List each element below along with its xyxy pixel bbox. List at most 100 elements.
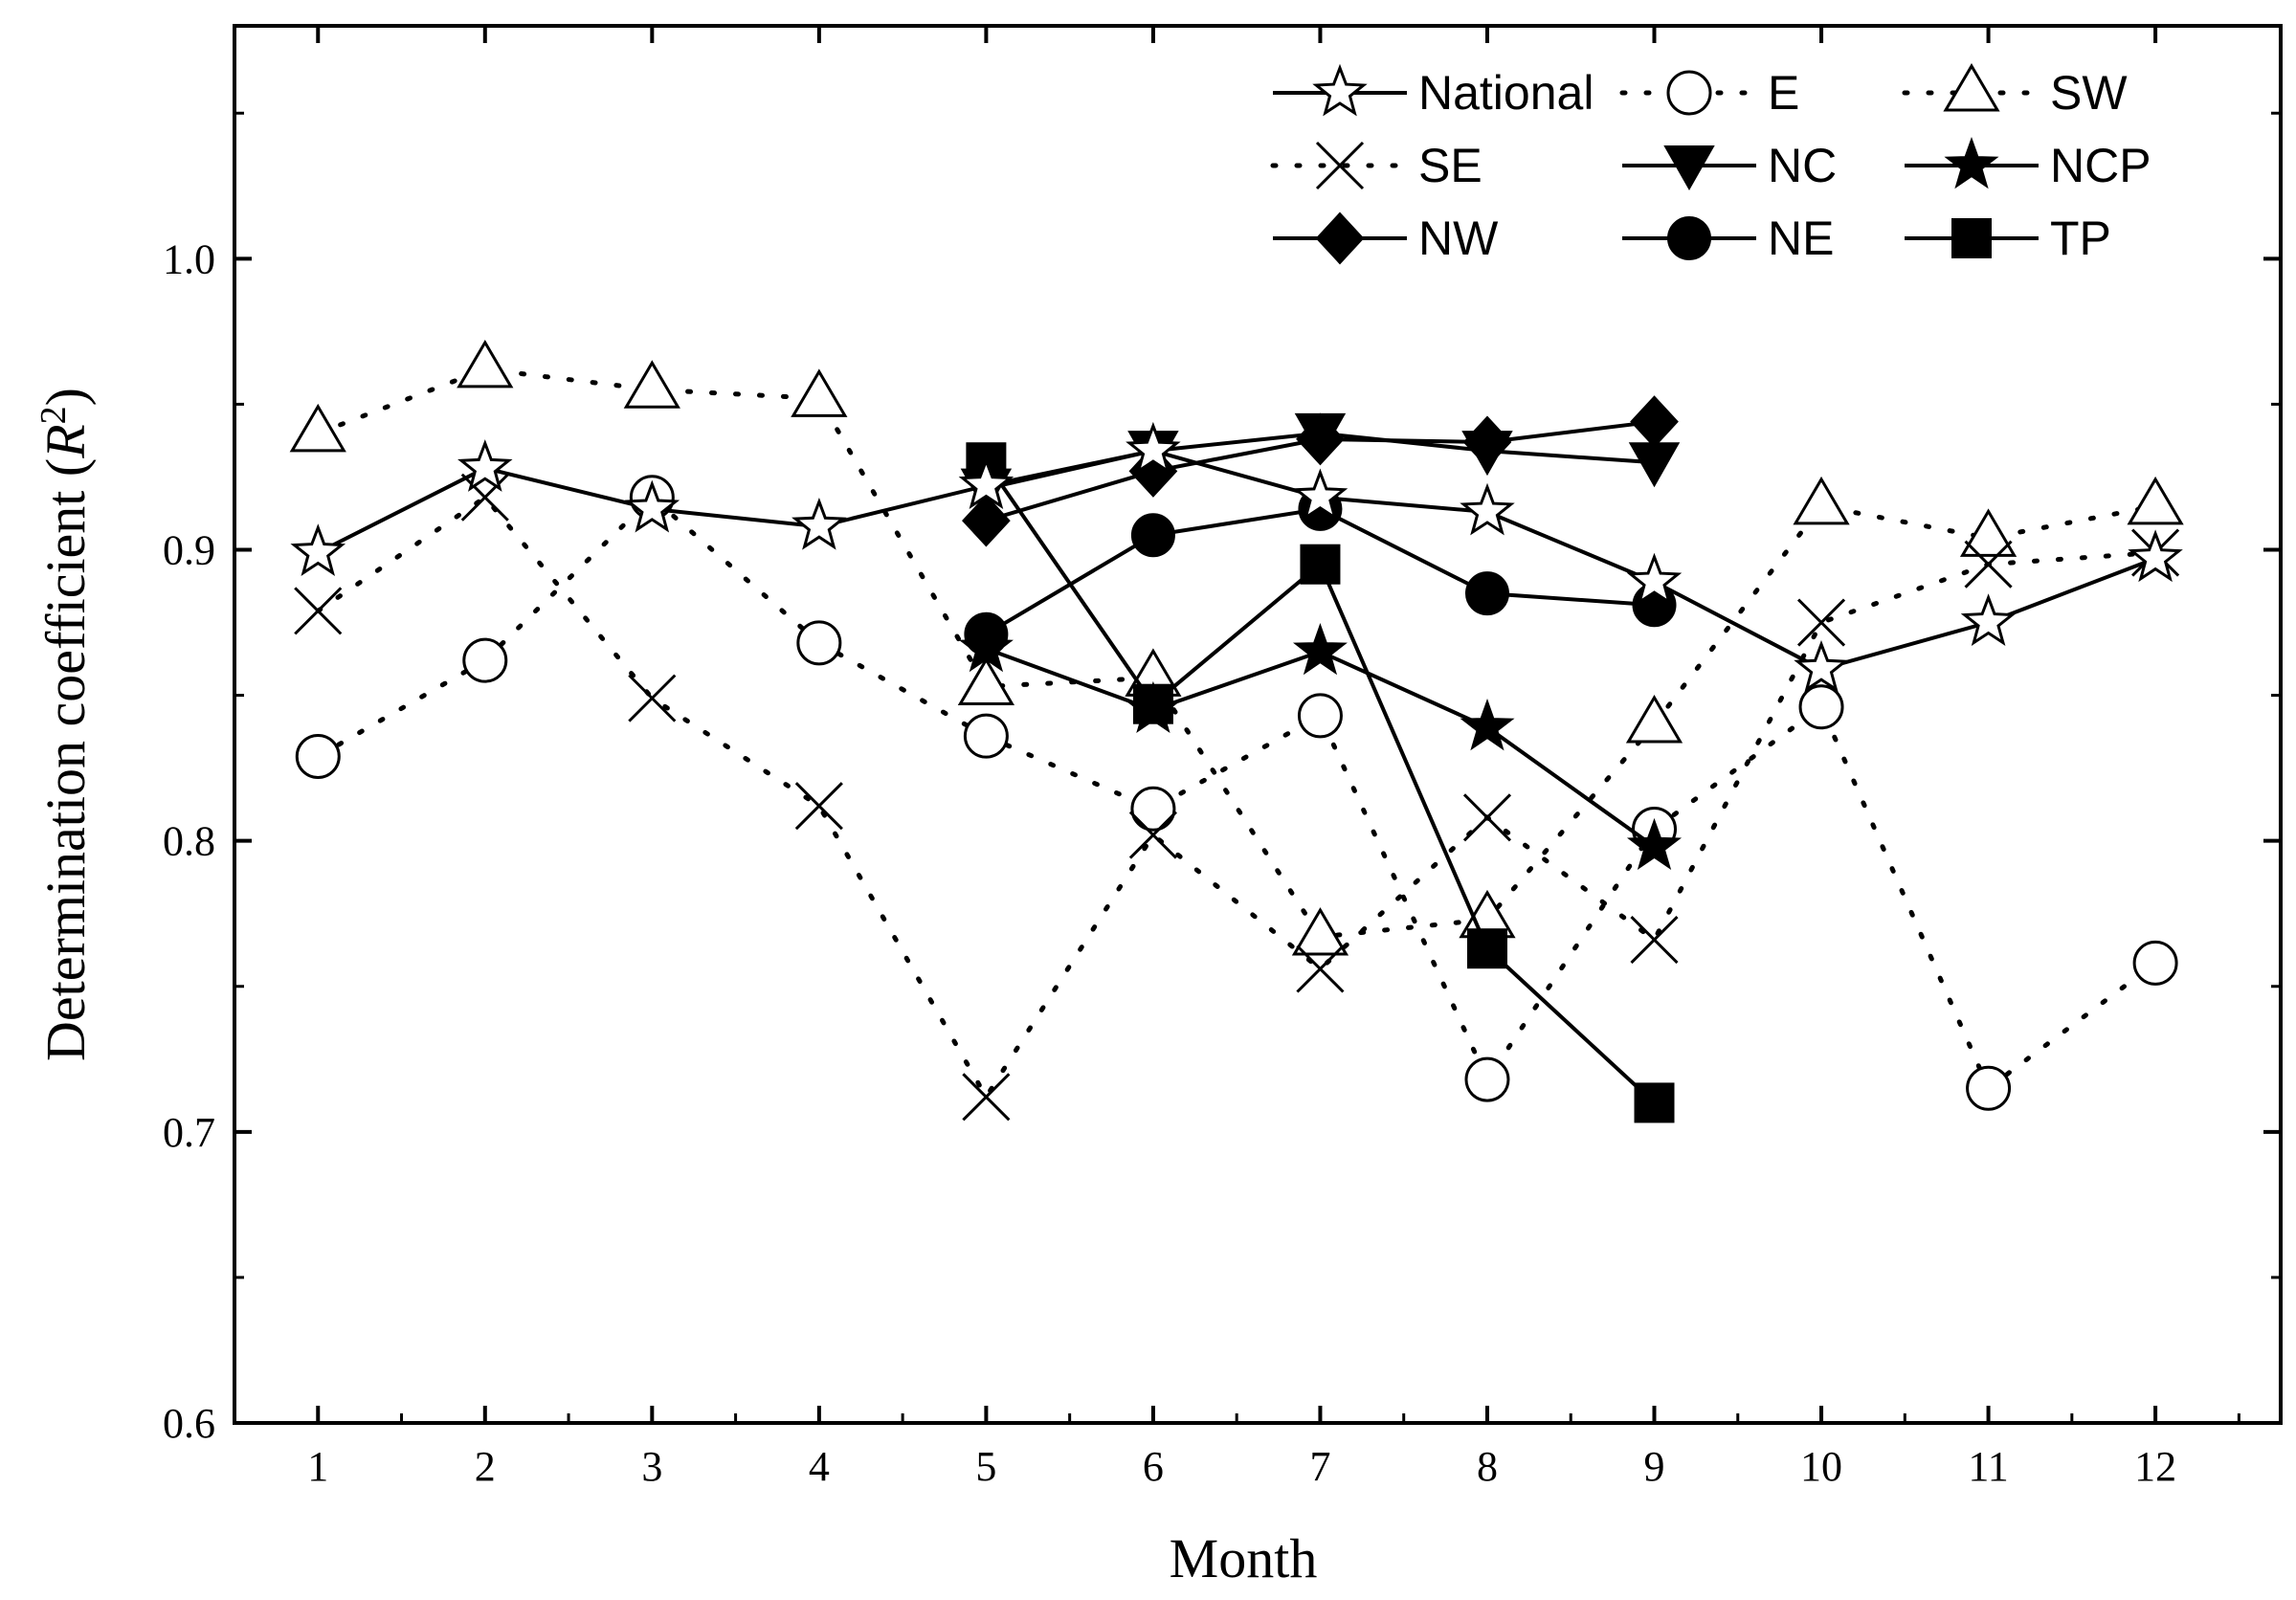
x-stroke (1630, 916, 1679, 965)
x-tick-label: 6 (1143, 1443, 1164, 1490)
data-point-se (794, 782, 843, 831)
data-point-national (2128, 529, 2183, 583)
data-point-sw (1959, 508, 2017, 557)
legend-label: TP (2050, 211, 2111, 265)
series-line-e (315, 494, 2158, 1093)
x-tick-label: 8 (1477, 1443, 1498, 1490)
x-stroke (1296, 944, 1345, 993)
data-point-tp (1634, 1082, 1675, 1123)
data-point-sw (1625, 695, 1683, 744)
series-ncp (958, 619, 1683, 870)
series-line-se (315, 494, 2158, 1102)
legend-label: NCP (2050, 139, 2151, 192)
x-stroke (794, 782, 843, 831)
legend-marker (1944, 137, 1999, 189)
x-stroke (1128, 811, 1177, 859)
data-point-ncp (1292, 623, 1348, 676)
data-point-ne (1130, 513, 1175, 558)
data-point-tp (1300, 544, 1341, 585)
x-stroke (294, 587, 343, 635)
data-point-se (460, 473, 509, 522)
y-tick-label: 0.8 (163, 818, 215, 865)
legend-marker (1315, 141, 1365, 190)
data-point-sw (1291, 907, 1349, 956)
data-point-e (295, 733, 341, 779)
legend-label: E (1768, 66, 1799, 120)
x-tick-label: 1 (307, 1443, 328, 1490)
data-point-national (1460, 482, 1515, 536)
x-stroke (1315, 141, 1365, 190)
legend-item-ne: NE (1622, 211, 1834, 265)
data-point-nw (1630, 395, 1679, 449)
legend-item-national: National (1273, 63, 1594, 120)
series-e (295, 475, 2178, 1111)
series-line-ncp (985, 647, 1656, 849)
data-point-se (294, 587, 343, 635)
legend-item-e: E (1619, 66, 1799, 120)
series-layer (289, 339, 2184, 1123)
data-point-e (1297, 693, 1343, 739)
data-point-national (1126, 421, 1181, 475)
x-stroke (1796, 598, 1846, 647)
x-tick-label: 2 (475, 1443, 496, 1490)
x-stroke (628, 674, 677, 722)
data-point-se (1964, 540, 2013, 589)
series-national (290, 421, 2183, 693)
legend-label: National (1418, 66, 1594, 120)
series-se (294, 473, 2180, 1122)
legend-marker (1667, 216, 1711, 260)
data-point-e (963, 713, 1009, 759)
legend-label: NW (1418, 211, 1499, 265)
y-tick-label: 0.7 (163, 1109, 215, 1156)
data-point-sw (623, 360, 680, 409)
x-tick-label: 4 (809, 1443, 830, 1490)
y-tick-label: 1.0 (163, 235, 215, 282)
data-point-ncp (1626, 817, 1683, 870)
data-point-sw (2127, 476, 2184, 525)
data-point-ne (1464, 571, 1509, 616)
legend-marker (1312, 63, 1368, 117)
data-point-se (1462, 793, 1512, 842)
data-point-ncp (1460, 699, 1515, 751)
legend-marker (1951, 218, 1992, 258)
data-point-national (1292, 468, 1349, 522)
data-point-se (1128, 811, 1177, 859)
data-point-se (962, 1073, 1011, 1122)
data-point-e (1464, 1056, 1510, 1102)
data-point-sw (957, 656, 1015, 705)
data-point-sw (457, 339, 514, 389)
y-axis-title: Determination coefficient (R2) (33, 388, 97, 1061)
x-stroke (962, 1073, 1011, 1122)
y-tick-label: 0.9 (163, 527, 215, 574)
legend-label: NE (1768, 211, 1834, 265)
data-point-e (2132, 940, 2178, 986)
legend-marker (1943, 63, 2000, 112)
x-tick-label: 10 (1800, 1443, 1842, 1490)
data-point-e (462, 637, 508, 683)
data-point-national (1626, 552, 1683, 606)
data-point-sw (791, 368, 848, 417)
data-point-nc (1461, 431, 1513, 477)
y-tick-label: 0.6 (163, 1400, 215, 1447)
data-point-e (1798, 684, 1844, 730)
data-point-se (1630, 916, 1679, 965)
x-stroke (1462, 793, 1512, 842)
legend-item-ncp: NCP (1905, 137, 2151, 192)
data-point-tp (1466, 928, 1507, 969)
x-stroke (460, 473, 509, 522)
axis-ticks: 1 2 3 4 5 6 7 8 9 10 11 120.60.70.80.91.0 (163, 26, 2281, 1490)
data-point-national (1794, 639, 1849, 693)
x-tick-label: 11 (1968, 1443, 2008, 1490)
data-point-national (791, 497, 847, 550)
data-point-e (796, 620, 842, 666)
legend-item-sw: SW (1902, 63, 2128, 120)
legend-marker (1315, 211, 1365, 265)
data-point-ncp (1126, 680, 1181, 734)
x-axis-title: Month (1170, 1527, 1318, 1589)
data-point-se (1796, 598, 1846, 647)
data-point-e (1966, 1065, 2012, 1111)
series-sw (289, 339, 2184, 956)
legend-item-nw: NW (1273, 211, 1499, 265)
data-point-national (624, 479, 680, 533)
